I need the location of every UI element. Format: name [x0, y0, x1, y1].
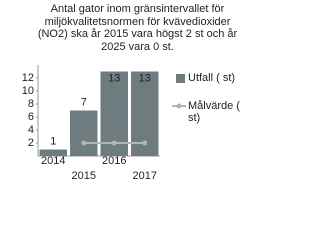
x-tick-label: 2015 [72, 170, 96, 182]
value-label: 7 [81, 96, 87, 108]
value-label: 13 [108, 72, 120, 84]
point [111, 140, 117, 146]
legend-label: Utfall ( st) [188, 72, 236, 84]
value-label: 1 [50, 135, 56, 147]
y-tick-label: 8 [28, 98, 34, 110]
page: Antal gator inom gränsintervallet för mi… [21, 3, 240, 182]
x-tick-label: 2016 [102, 155, 126, 167]
bar [39, 149, 67, 156]
y-tick-label: 4 [28, 124, 34, 136]
y-tick-label: 2 [28, 137, 34, 149]
bar [70, 110, 98, 156]
value-label: 13 [139, 72, 151, 84]
y-tick-label: 12 [22, 72, 34, 84]
y-tick-label: 10 [22, 85, 34, 97]
legend-label: Målvärde ( st) [188, 100, 240, 124]
y-tick-label: 6 [28, 111, 34, 123]
x-tick-label: 2014 [41, 155, 65, 167]
legend-swatch [176, 74, 185, 83]
x-tick-label: 2017 [133, 170, 157, 182]
point [81, 140, 87, 146]
chart-title: Antal gator inom gränsintervallet för mi… [37, 3, 238, 53]
legend-swatch [176, 103, 182, 109]
point [142, 140, 148, 146]
